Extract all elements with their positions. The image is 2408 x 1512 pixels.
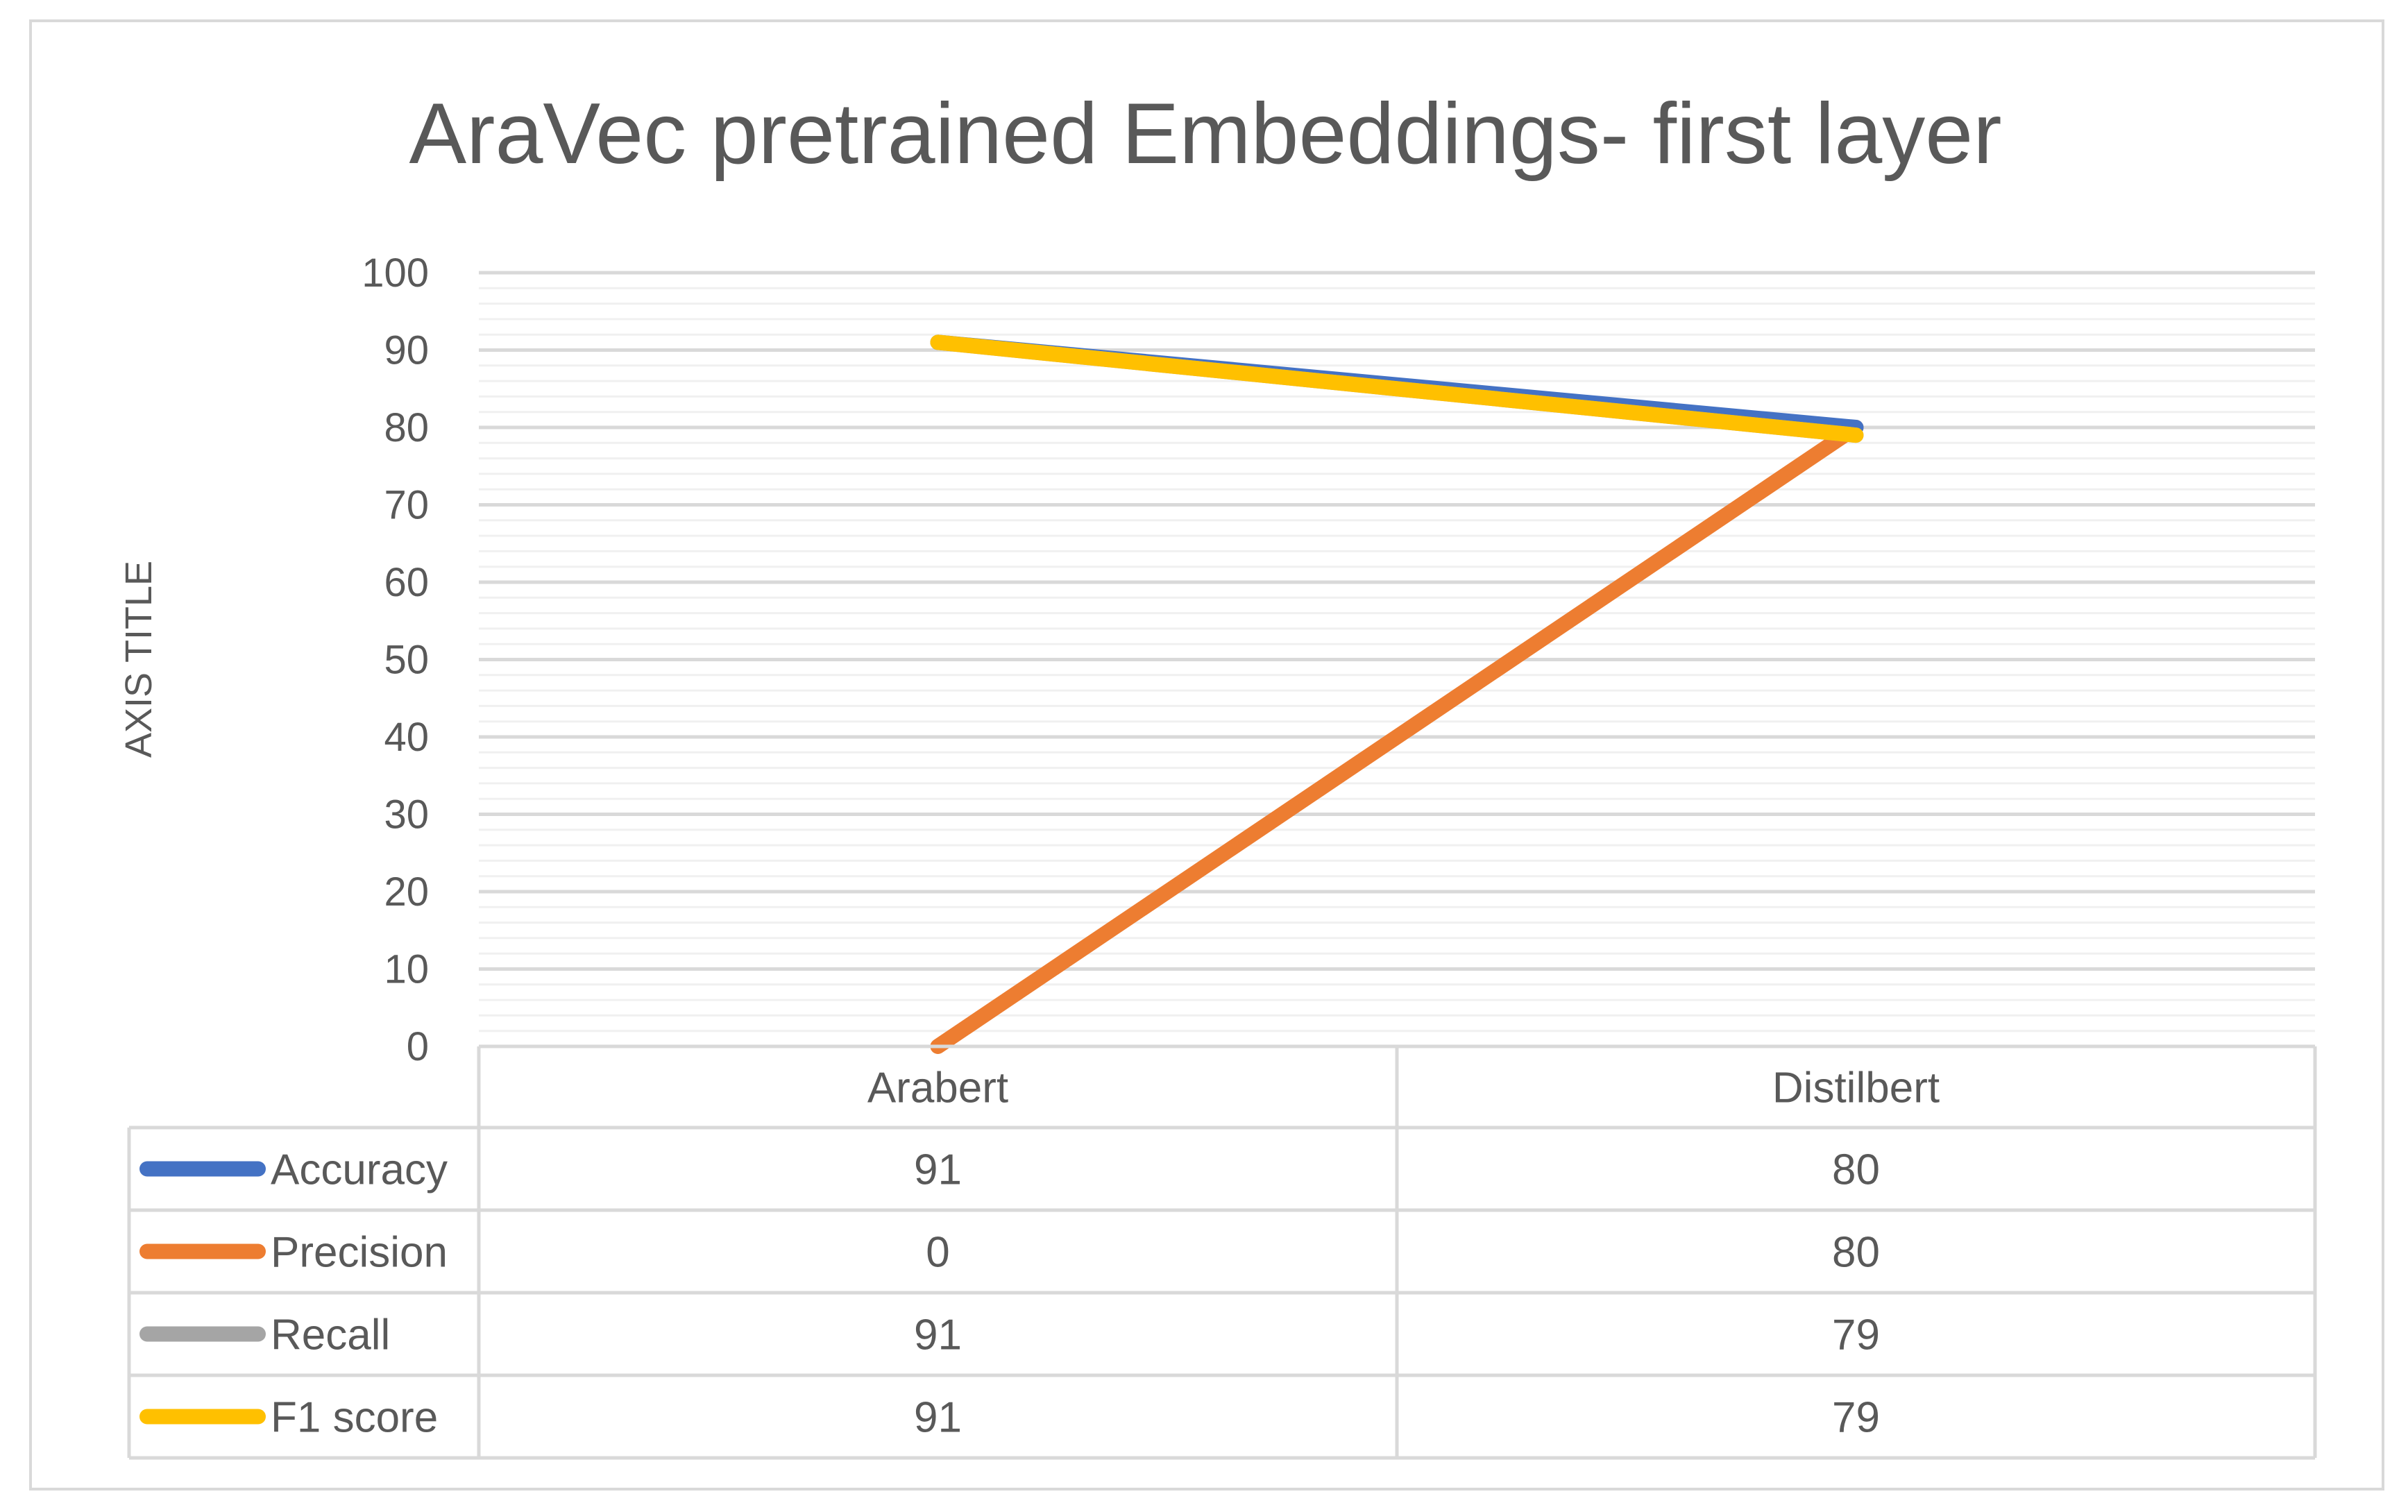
y-tick-label: 40 [384,715,429,760]
category-label: Arabert [867,1064,1008,1112]
grid [479,271,2315,1033]
data-value: 79 [1832,1311,1880,1359]
legend-label: F1 score [271,1394,438,1442]
legend-label: Accuracy [271,1146,448,1194]
y-tick-label: 70 [384,483,429,528]
y-tick-label: 30 [384,792,429,838]
data-value: 79 [1832,1394,1880,1442]
y-tick-label: 90 [384,328,429,373]
y-axis-ticks: 0 10 20 30 40 50 60 70 80 90 100 [362,250,429,1069]
data-value: 80 [1832,1229,1880,1277]
data-value: 80 [1832,1146,1880,1194]
data-value: 91 [914,1311,962,1359]
data-value: 91 [914,1394,962,1442]
series-line-f1-score [930,334,1864,443]
y-tick-label: 20 [384,869,429,915]
chart-border [29,19,2384,1490]
data-table: Arabert Distilbert Accuracy 91 80 Precision 0 8… [127,1044,2317,1460]
legend-label: Precision [271,1229,448,1277]
y-tick-label: 100 [362,250,429,296]
legend-label: Recall [271,1311,390,1359]
series-lines [930,334,1864,1054]
y-tick-label: 80 [384,405,429,450]
series-line-precision [930,420,1864,1054]
y-tick-label: 0 [407,1024,429,1069]
data-value: 0 [926,1229,949,1277]
y-tick-label: 60 [384,560,429,605]
y-tick-label: 50 [384,638,429,683]
category-label: Distilbert [1772,1064,1940,1112]
y-tick-label: 10 [384,947,429,992]
data-value: 91 [914,1146,962,1194]
y-axis-title: AXIS TITLE [118,561,160,758]
chart-title: AraVec pretrained Embeddings- first laye… [409,86,2001,182]
